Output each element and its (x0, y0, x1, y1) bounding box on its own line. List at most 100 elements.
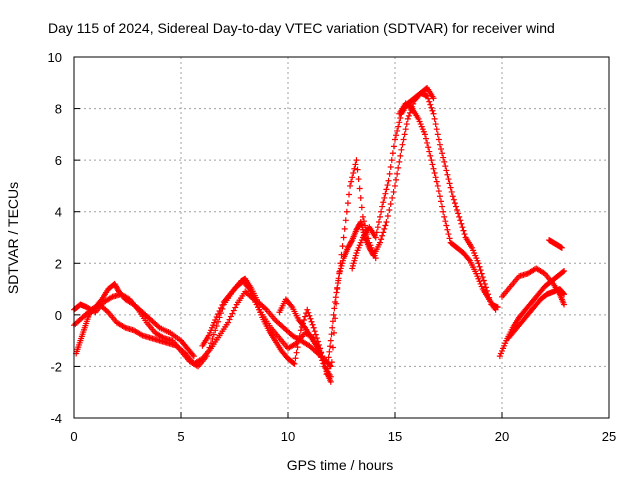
data-point (404, 115, 411, 122)
data-point (431, 115, 438, 122)
data-point (426, 148, 433, 155)
data-point (450, 196, 457, 203)
data-point (377, 213, 384, 220)
data-point (327, 337, 334, 344)
data-point (454, 206, 461, 213)
data-point (436, 193, 443, 200)
data-point (332, 298, 339, 305)
data-point (426, 98, 433, 105)
data-point (458, 220, 465, 227)
y-tick-label: 0 (55, 308, 62, 323)
data-point (288, 302, 295, 309)
data-point (386, 170, 393, 177)
data-point (395, 123, 402, 130)
y-tick-label: 6 (55, 153, 62, 168)
data-point (434, 131, 441, 138)
data-point (423, 135, 430, 142)
data-point (373, 229, 380, 236)
data-point (431, 170, 438, 177)
data-point (439, 150, 446, 157)
data-point (360, 218, 367, 225)
data-point (340, 234, 347, 241)
y-tick-label: 4 (55, 205, 62, 220)
data-point (344, 200, 351, 207)
y-axis-label: SDTVAR / TECUs (5, 182, 21, 294)
data-point (372, 234, 379, 241)
data-point (427, 101, 434, 108)
data-point (402, 126, 409, 133)
data-point (227, 313, 234, 320)
data-point (445, 176, 452, 183)
data-point (306, 312, 313, 319)
data-point (451, 200, 458, 207)
data-point (380, 199, 387, 206)
data-point (374, 224, 381, 231)
data-point (429, 161, 436, 168)
data-point (359, 213, 366, 220)
y-tick-label: 2 (55, 256, 62, 271)
data-point (433, 178, 440, 185)
data-point (482, 284, 489, 291)
data-point (390, 188, 397, 195)
data-point (461, 231, 468, 238)
data-point (396, 158, 403, 165)
data-point (229, 310, 236, 317)
data-point (440, 208, 447, 215)
data-point (301, 317, 308, 324)
data-point (446, 180, 453, 187)
y-tick-label: 10 (48, 50, 62, 65)
x-tick-label: 15 (388, 429, 402, 444)
data-point (400, 136, 407, 143)
data-point (432, 121, 439, 128)
data-point (329, 344, 336, 351)
x-tick-label: 25 (602, 429, 616, 444)
data-point (330, 311, 337, 318)
data-point (429, 107, 436, 114)
data-point (334, 280, 341, 287)
data-point (393, 176, 400, 183)
data-point (398, 146, 405, 153)
data-point (438, 145, 445, 152)
data-point (388, 157, 395, 164)
data-point (308, 318, 315, 325)
data-point (291, 360, 298, 367)
data-point (425, 95, 432, 102)
data-point (327, 363, 334, 370)
data-point (452, 203, 459, 210)
data-point (396, 119, 403, 126)
data-point (343, 208, 350, 215)
data-point (449, 193, 456, 200)
data-point (314, 345, 321, 352)
data-point (559, 268, 566, 275)
data-point (381, 194, 388, 201)
data-point (296, 332, 303, 339)
data-point (328, 359, 335, 366)
data-point (378, 236, 385, 243)
series-track-c (73, 280, 197, 360)
data-point (389, 194, 396, 201)
data-point (232, 304, 239, 311)
data-point (442, 163, 449, 170)
data-point (395, 164, 402, 171)
data-point (329, 318, 336, 325)
data-point (349, 174, 356, 181)
data-point (428, 157, 435, 164)
data-point (394, 127, 401, 134)
data-point (293, 349, 300, 356)
data-point (403, 121, 410, 128)
tick-labels: 0 5 10 15 20 25 -4 -2 0 2 4 6 8 10 (48, 50, 617, 444)
data-point (455, 210, 462, 217)
data-point (341, 225, 348, 232)
data-point (353, 157, 360, 164)
data-point (312, 331, 319, 338)
data-point (439, 203, 446, 210)
data-point (435, 188, 442, 195)
data-point (399, 141, 406, 148)
data-point (441, 213, 448, 220)
data-point (328, 331, 335, 338)
data-point (382, 222, 389, 229)
data-point (384, 182, 391, 189)
data-point (339, 243, 346, 250)
data-point (459, 224, 466, 231)
data-point (476, 263, 483, 270)
